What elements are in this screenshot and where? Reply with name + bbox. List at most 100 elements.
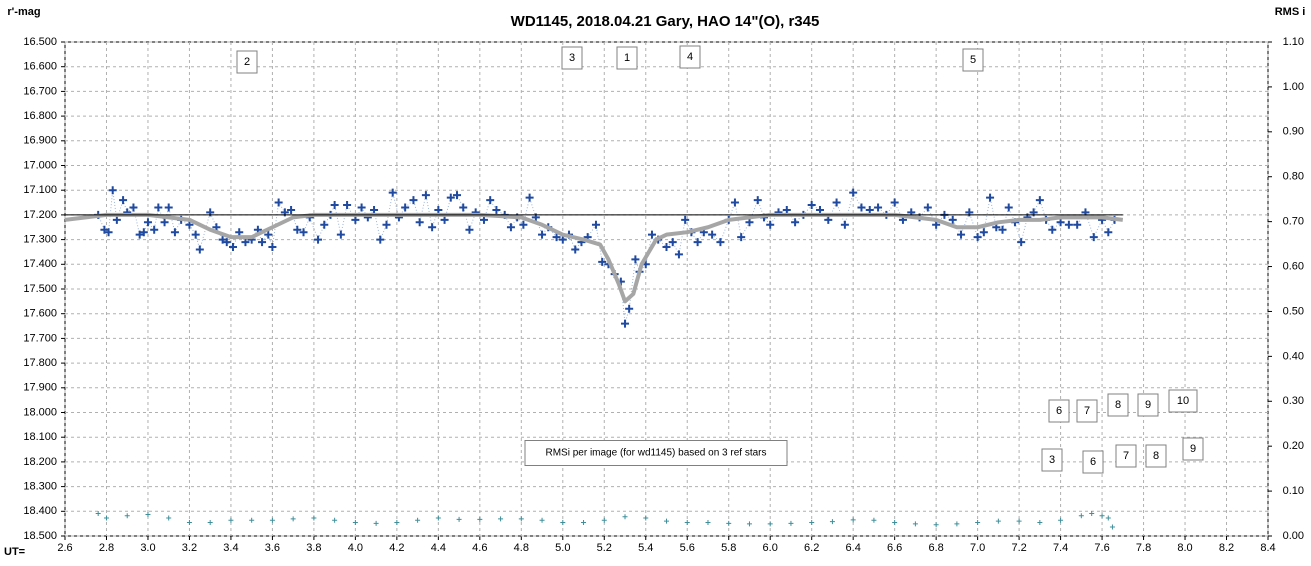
annotation-box: [679, 45, 701, 69]
x-tick-label: 5.0: [555, 542, 570, 554]
data-point: [664, 518, 669, 524]
annotation: 5: [970, 54, 976, 66]
y-tick-label: 17.600: [23, 308, 57, 320]
x-tick-label: 4.6: [472, 542, 487, 554]
data-point: [840, 220, 849, 229]
annotation-box: [236, 50, 258, 74]
data-point: [388, 188, 397, 197]
data-point: [933, 522, 939, 528]
data-point: [518, 516, 524, 522]
data-point: [874, 203, 883, 212]
data-point: [601, 517, 607, 523]
y-tick-label: 17.100: [23, 184, 57, 196]
data-point: [538, 230, 547, 239]
data-point: [1064, 220, 1073, 229]
annotation-box: [1115, 444, 1137, 468]
y2-tick-label: 1.00: [1283, 81, 1304, 93]
data-point: [832, 198, 841, 207]
data-point: [373, 520, 379, 526]
y-tick-label: 17.400: [23, 258, 57, 270]
x-tick-label: 4.4: [431, 542, 446, 554]
y-tick-label: 17.800: [23, 357, 57, 369]
data-point: [103, 515, 109, 521]
y2-tick-label: 0.20: [1283, 440, 1304, 452]
data-point: [108, 186, 117, 195]
x-tick-label: 2.8: [99, 542, 114, 554]
data-point: [268, 243, 277, 252]
x-tick-label: 7.8: [1136, 542, 1151, 554]
data-point: [525, 193, 534, 202]
data-point: [435, 515, 441, 521]
x-tick-label: 7.6: [1094, 542, 1109, 554]
data-point: [1104, 228, 1113, 237]
y2-tick-label: 0.60: [1283, 260, 1304, 272]
data-point: [782, 205, 791, 214]
annotation: 10: [1177, 395, 1189, 407]
x-tick-label: 5.2: [597, 542, 612, 554]
y2-tick-label: 1.10: [1283, 36, 1304, 48]
x-tick-label: 2.6: [57, 542, 72, 554]
data-point: [446, 193, 455, 202]
y-tick-label: 17.000: [23, 159, 57, 171]
series-line: [64, 212, 1124, 304]
annotation-box: [1048, 399, 1070, 423]
data-point: [753, 196, 762, 205]
data-point: [824, 215, 833, 224]
data-point: [809, 520, 815, 526]
y-tick-label: 16.500: [23, 36, 57, 48]
data-point: [235, 228, 244, 237]
annotation-box: [524, 440, 788, 466]
annotation: 3: [1049, 454, 1055, 466]
data-point: [112, 215, 121, 224]
annotation: RMSi per image (for wd1145) based on 3 r…: [545, 448, 766, 459]
data-point: [415, 517, 421, 523]
x-tick-label: 3.6: [265, 542, 280, 554]
x-tick-label: 3.8: [306, 542, 321, 554]
y-tick-label: 17.200: [23, 209, 57, 221]
data-point: [857, 203, 866, 212]
data-point: [829, 519, 835, 525]
data-point: [995, 518, 1001, 524]
y-tick-label: 17.500: [23, 283, 57, 295]
data-point: [560, 520, 566, 526]
x-tick-label: 6.0: [763, 542, 778, 554]
chart-title: WD1145, 2018.04.21 Gary, HAO 14"(O), r34…: [511, 13, 820, 30]
data-point: [973, 233, 982, 242]
y2-tick-label: 0.40: [1283, 350, 1304, 362]
data-point: [622, 514, 628, 520]
data-point: [145, 511, 151, 517]
annotation: 2: [244, 56, 250, 68]
data-point: [948, 215, 957, 224]
data-point: [290, 516, 296, 522]
data-point: [581, 520, 587, 526]
data-point: [352, 520, 358, 526]
data-point: [409, 196, 418, 205]
y-tick-label: 18.100: [23, 431, 57, 443]
data-point: [164, 203, 173, 212]
data-point: [185, 220, 194, 229]
x-tick-label: 3.4: [223, 542, 238, 554]
y2-tick-label: 0.70: [1283, 216, 1304, 228]
data-point: [788, 520, 794, 526]
annotation-box: [1041, 448, 1063, 472]
annotation-box: [1168, 389, 1198, 413]
data-point: [287, 205, 296, 214]
data-point: [351, 215, 360, 224]
data-point: [357, 203, 366, 212]
data-point: [681, 215, 690, 224]
data-point: [440, 215, 449, 224]
x-tick-label: 3.2: [182, 542, 197, 554]
data-point: [95, 511, 101, 517]
data-point: [1105, 515, 1111, 521]
data-point: [166, 515, 172, 521]
data-point: [684, 520, 690, 526]
data-point: [1016, 518, 1022, 524]
data-point: [766, 220, 775, 229]
data-point: [456, 516, 462, 522]
data-point: [1058, 517, 1064, 523]
data-point: [170, 228, 179, 237]
annotation-box: [1107, 393, 1129, 417]
x-tick-label: 5.4: [638, 542, 653, 554]
data-point: [767, 521, 773, 527]
